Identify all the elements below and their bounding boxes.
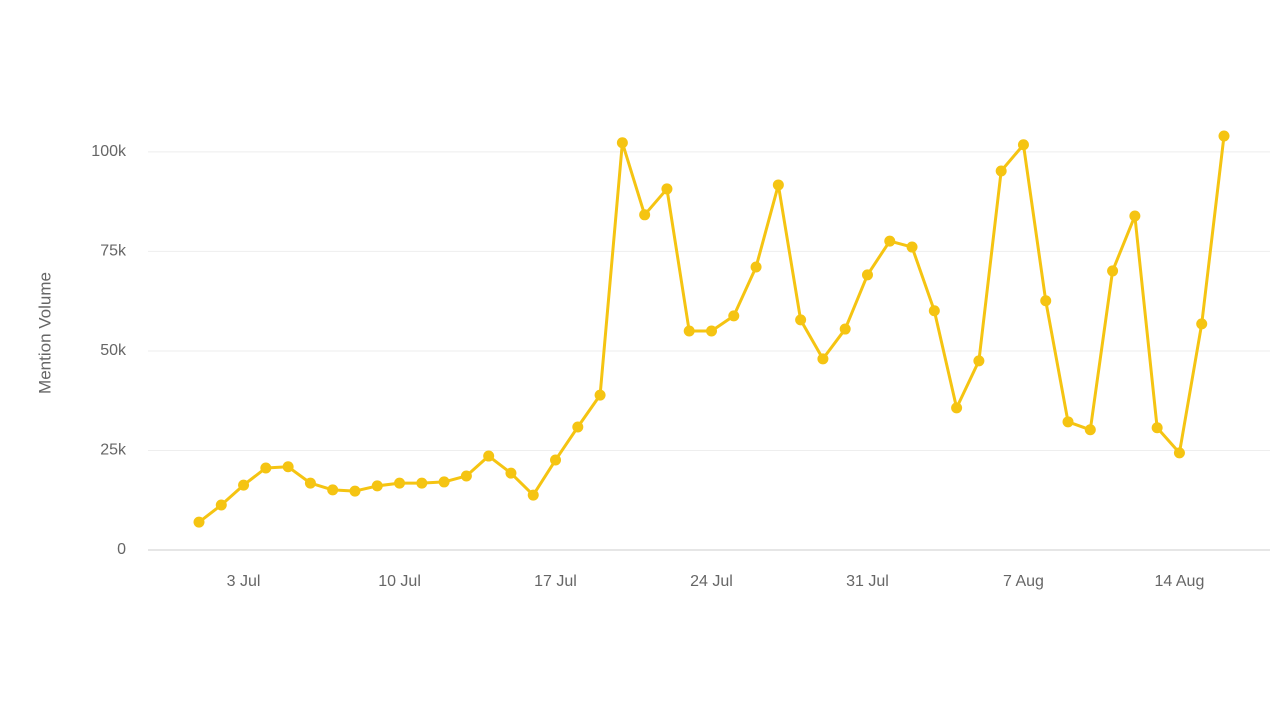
point xyxy=(884,235,896,247)
x-tick-label: 24 Jul xyxy=(690,573,733,590)
point xyxy=(683,325,695,337)
point xyxy=(594,389,606,401)
point xyxy=(1062,416,1074,428)
point xyxy=(215,499,227,511)
point xyxy=(1017,139,1029,151)
point xyxy=(550,454,562,466)
point xyxy=(750,261,762,273)
point xyxy=(906,241,918,253)
point xyxy=(861,269,873,281)
point xyxy=(460,470,472,482)
point xyxy=(371,480,383,492)
y-tick-label: 0 xyxy=(117,541,126,558)
y-axis-label: Mention Volume xyxy=(35,272,54,394)
point xyxy=(973,355,985,367)
point xyxy=(1040,295,1052,307)
point xyxy=(1196,318,1208,330)
point xyxy=(639,209,651,221)
y-tick-label: 50k xyxy=(100,342,127,359)
point xyxy=(505,467,517,479)
y-tick-label: 75k xyxy=(100,243,127,260)
point xyxy=(394,477,406,489)
x-tick-label: 3 Jul xyxy=(227,573,261,590)
point xyxy=(706,325,717,337)
point xyxy=(1129,210,1141,222)
point xyxy=(260,462,272,474)
point xyxy=(1218,130,1230,142)
point xyxy=(416,477,428,489)
point xyxy=(327,484,339,496)
point xyxy=(728,310,740,322)
point xyxy=(995,165,1007,177)
x-tick-label: 10 Jul xyxy=(378,573,421,590)
point xyxy=(928,305,940,317)
point xyxy=(572,421,584,433)
point xyxy=(616,137,628,149)
x-tick-label: 7 Aug xyxy=(1003,573,1044,590)
point xyxy=(661,183,673,195)
point xyxy=(772,179,784,191)
point xyxy=(438,476,450,488)
point xyxy=(795,314,807,326)
y-tick-label: 25k xyxy=(100,442,127,459)
point xyxy=(1173,447,1185,459)
point xyxy=(1107,265,1119,277)
point xyxy=(304,477,316,489)
point xyxy=(817,353,829,365)
point xyxy=(238,479,250,491)
point xyxy=(1151,422,1163,434)
point xyxy=(527,489,539,501)
x-tick-label: 31 Jul xyxy=(846,573,889,590)
point xyxy=(349,485,361,497)
point xyxy=(483,450,495,462)
x-tick-label: 17 Jul xyxy=(534,573,577,590)
point xyxy=(1084,424,1096,436)
point xyxy=(951,402,963,414)
point xyxy=(839,323,851,335)
point xyxy=(193,516,205,528)
point xyxy=(282,461,294,473)
x-tick-label: 14 Aug xyxy=(1155,573,1205,590)
y-tick-label: 100k xyxy=(91,143,127,160)
